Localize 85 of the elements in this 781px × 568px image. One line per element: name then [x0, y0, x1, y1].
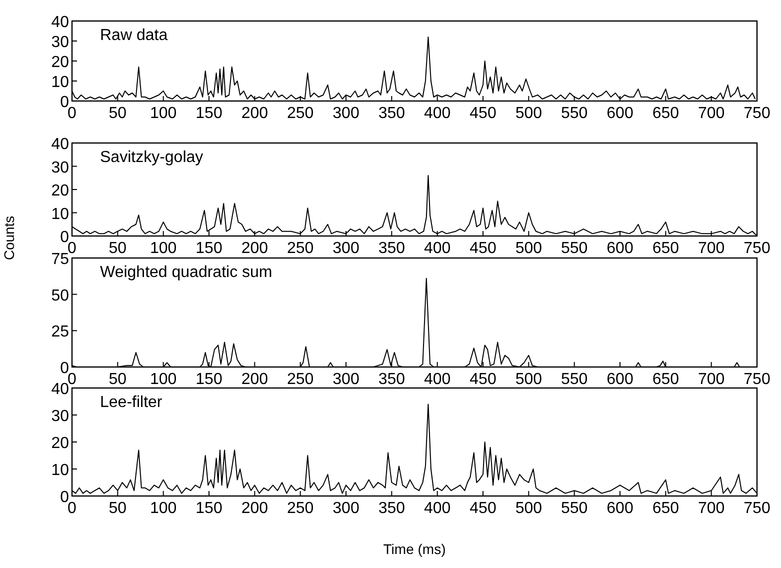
x-tick-label: 350 — [378, 240, 406, 257]
y-tick-label: 10 — [51, 462, 70, 479]
x-tick-label: 700 — [698, 240, 725, 257]
x-tick-label: 500 — [515, 240, 542, 257]
x-tick-label: 650 — [652, 240, 680, 257]
y-tick-label: 40 — [51, 14, 70, 31]
x-tick-label: 200 — [241, 371, 268, 388]
y-tick-label: 10 — [51, 206, 70, 223]
x-tick-label: 550 — [560, 371, 588, 388]
x-tick-label: 500 — [515, 500, 542, 517]
x-tick-label: 500 — [515, 371, 542, 388]
x-tick-label: 350 — [378, 500, 406, 517]
x-tick-label: 600 — [606, 500, 634, 517]
x-tick-label: 650 — [652, 500, 680, 517]
chart-title: Weighted quadratic sum — [100, 264, 272, 281]
y-tick-label: 0 — [60, 489, 70, 506]
x-tick-label: 400 — [424, 500, 451, 517]
x-axis-title: Time (ms) — [383, 541, 446, 557]
chart-title: Raw data — [100, 27, 168, 44]
x-tick-label: 650 — [652, 371, 680, 388]
x-tick-label: 200 — [241, 500, 268, 517]
x-tick-label: 700 — [698, 105, 725, 122]
x-tick-label: 550 — [560, 105, 588, 122]
x-tick-label: 450 — [470, 105, 496, 122]
x-tick-label: 400 — [424, 371, 451, 388]
x-tick-label: 300 — [332, 371, 360, 388]
x-tick-label: 750 — [744, 105, 770, 122]
y-axis-title: Counts — [1, 216, 17, 260]
x-tick-label: 550 — [560, 240, 588, 257]
x-tick-label: 150 — [196, 500, 222, 517]
y-tick-label: 20 — [51, 54, 70, 71]
x-tick-label: 50 — [108, 105, 127, 122]
x-tick-label: 350 — [378, 371, 406, 388]
x-tick-label: 750 — [744, 240, 770, 257]
y-tick-label: 40 — [51, 381, 70, 398]
x-tick-label: 750 — [744, 500, 770, 517]
x-tick-label: 200 — [241, 105, 268, 122]
x-tick-label: 600 — [606, 371, 634, 388]
chart-title: Lee-filter — [100, 394, 163, 411]
x-tick-label: 450 — [470, 500, 496, 517]
y-tick-label: 30 — [51, 159, 70, 176]
y-tick-label: 0 — [60, 360, 70, 377]
x-tick-label: 550 — [560, 500, 588, 517]
x-tick-label: 250 — [286, 240, 314, 257]
x-tick-label: 400 — [424, 240, 451, 257]
x-tick-label: 350 — [378, 105, 406, 122]
x-tick-label: 100 — [150, 240, 177, 257]
x-tick-label: 700 — [698, 371, 725, 388]
y-tick-label: 20 — [51, 435, 70, 452]
x-tick-label: 600 — [606, 240, 634, 257]
x-tick-label: 250 — [286, 371, 314, 388]
x-tick-label: 150 — [196, 371, 222, 388]
x-tick-label: 150 — [196, 105, 222, 122]
x-tick-label: 100 — [150, 500, 177, 517]
y-tick-label: 0 — [60, 94, 70, 111]
x-tick-label: 200 — [241, 240, 268, 257]
y-tick-label: 75 — [51, 251, 70, 268]
chart-title: Savitzky-golay — [100, 149, 204, 166]
y-tick-label: 0 — [60, 229, 70, 246]
x-tick-label: 500 — [515, 105, 542, 122]
x-tick-label: 50 — [108, 371, 127, 388]
x-tick-label: 300 — [332, 105, 360, 122]
x-tick-label: 250 — [286, 500, 314, 517]
x-tick-label: 750 — [744, 371, 770, 388]
y-tick-label: 40 — [51, 136, 70, 153]
x-tick-label: 650 — [652, 105, 680, 122]
y-tick-label: 10 — [51, 74, 70, 91]
y-tick-label: 20 — [51, 182, 70, 200]
x-tick-label: 450 — [470, 240, 496, 257]
x-tick-label: 300 — [332, 500, 360, 517]
x-tick-label: 100 — [150, 105, 177, 122]
x-tick-label: 600 — [606, 105, 634, 122]
x-tick-label: 300 — [332, 240, 360, 257]
x-tick-label: 700 — [698, 500, 725, 517]
x-tick-label: 400 — [424, 105, 451, 122]
y-tick-label: 25 — [51, 324, 70, 341]
x-tick-label: 50 — [108, 240, 127, 257]
x-tick-label: 450 — [470, 371, 496, 388]
x-tick-label: 100 — [150, 371, 177, 388]
x-tick-label: 250 — [286, 105, 314, 122]
x-tick-label: 150 — [196, 240, 222, 257]
y-tick-label: 30 — [51, 34, 70, 51]
x-tick-label: 50 — [108, 500, 127, 517]
y-tick-label: 30 — [51, 408, 70, 425]
y-tick-label: 50 — [51, 287, 70, 304]
